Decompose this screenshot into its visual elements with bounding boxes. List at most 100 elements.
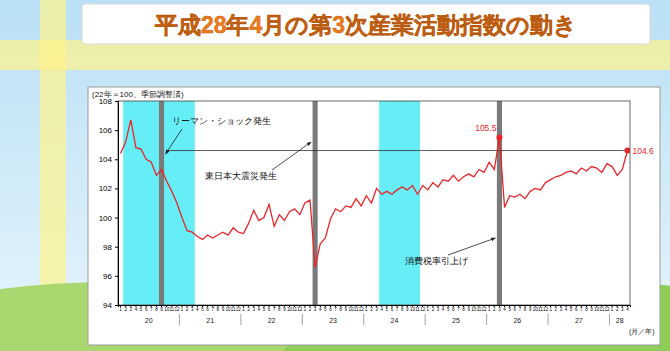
x-tick-label: 3 bbox=[130, 307, 133, 312]
x-tick: 3 bbox=[560, 305, 563, 312]
x-tick: 2 bbox=[124, 305, 127, 312]
x-group-separator bbox=[609, 314, 610, 325]
x-tick: 4 bbox=[135, 305, 138, 312]
x-tick-label: 9 bbox=[406, 307, 409, 312]
x-group-separator bbox=[425, 314, 426, 325]
data-label: 105.5 bbox=[475, 123, 497, 133]
x-tick-label: 9 bbox=[467, 307, 470, 312]
x-tick: 3 bbox=[252, 305, 255, 312]
x-tick: 5 bbox=[263, 305, 266, 312]
x-tick-label: 2 bbox=[309, 307, 312, 312]
x-tick: 2 bbox=[186, 305, 189, 312]
y-tick-mark bbox=[115, 130, 118, 131]
y-tick-mark bbox=[115, 305, 118, 306]
x-tick: 5 bbox=[324, 305, 327, 312]
event-bar bbox=[313, 101, 318, 305]
x-tick-label: 3 bbox=[560, 307, 563, 312]
x-tick: 5 bbox=[140, 305, 143, 312]
x-tick-label: 1 bbox=[427, 307, 430, 312]
y-tick-mark bbox=[115, 276, 118, 277]
x-tick-label: 12 bbox=[297, 307, 303, 312]
x-tick-label: 8 bbox=[524, 307, 527, 312]
x-tick: 8 bbox=[278, 305, 281, 312]
x-tick-label: 4 bbox=[565, 307, 568, 312]
x-tick: 1 bbox=[549, 305, 552, 312]
x-tick-label: 1 bbox=[119, 307, 122, 312]
y-tick-label: 102 bbox=[99, 184, 113, 193]
x-tick-label: 2 bbox=[370, 307, 373, 312]
x-tick-label: 2 bbox=[493, 307, 496, 312]
x-tick: 5 bbox=[508, 305, 511, 312]
x-tick: 9 bbox=[406, 305, 409, 312]
y-tick: 96 bbox=[103, 272, 118, 281]
x-tick: 3 bbox=[130, 305, 133, 312]
x-tick-label: 5 bbox=[140, 307, 143, 312]
x-tick: 6 bbox=[452, 305, 455, 312]
y-tick-mark bbox=[115, 159, 118, 160]
x-tick: 1 bbox=[242, 305, 245, 312]
y-tick-label: 104 bbox=[99, 155, 113, 164]
x-tick-label: 1 bbox=[304, 307, 307, 312]
x-tick-label: 5 bbox=[508, 307, 511, 312]
x-tick: 3 bbox=[191, 305, 194, 312]
x-group-label: 23 bbox=[329, 317, 337, 324]
x-tick: 7 bbox=[150, 305, 153, 312]
y-tick: 104 bbox=[99, 155, 118, 164]
x-tick: 3 bbox=[375, 305, 378, 312]
x-tick-label: 8 bbox=[339, 307, 342, 312]
x-group-label: 25 bbox=[452, 317, 460, 324]
x-tick-label: 8 bbox=[278, 307, 281, 312]
x-tick: 5 bbox=[201, 305, 204, 312]
x-tick-label: 9 bbox=[283, 307, 286, 312]
x-tick-label: 4 bbox=[258, 307, 261, 312]
x-tick: 3 bbox=[498, 305, 501, 312]
event-bar bbox=[159, 101, 164, 305]
x-tick-label: 1 bbox=[611, 307, 614, 312]
x-tick-label: 3 bbox=[437, 307, 440, 312]
x-tick-label: 12 bbox=[420, 307, 426, 312]
y-tick-label: 106 bbox=[99, 126, 113, 135]
x-tick: 4 bbox=[503, 305, 506, 312]
plot-marks bbox=[121, 101, 630, 305]
x-tick: 8 bbox=[339, 305, 342, 312]
x-tick-label: 6 bbox=[145, 307, 148, 312]
x-tick-label: 7 bbox=[273, 307, 276, 312]
event-arrow bbox=[166, 129, 182, 154]
y-tick-mark bbox=[115, 218, 118, 219]
x-tick-label: 5 bbox=[324, 307, 327, 312]
x-tick: 7 bbox=[519, 305, 522, 312]
series-line bbox=[121, 120, 628, 267]
x-tick: 2 bbox=[432, 305, 435, 312]
x-tick: 9 bbox=[590, 305, 593, 312]
x-group-separator bbox=[363, 314, 364, 325]
y-tick-mark bbox=[115, 188, 118, 189]
x-tick-label: 7 bbox=[334, 307, 337, 312]
x-tick: 6 bbox=[145, 305, 148, 312]
x-tick-label: 3 bbox=[498, 307, 501, 312]
x-tick-label: 6 bbox=[452, 307, 455, 312]
x-tick-label: 7 bbox=[211, 307, 214, 312]
x-tick: 8 bbox=[585, 305, 588, 312]
y-tick-label: 100 bbox=[99, 214, 113, 223]
x-tick-label: 5 bbox=[447, 307, 450, 312]
y-tick: 100 bbox=[99, 214, 118, 223]
event-label: 消費税率引上げ bbox=[405, 256, 469, 266]
x-tick: 8 bbox=[217, 305, 220, 312]
x-tick-label: 2 bbox=[555, 307, 558, 312]
x-tick: 4 bbox=[442, 305, 445, 312]
event-arrow bbox=[272, 142, 311, 170]
event-label: 東日本大震災発生 bbox=[205, 171, 277, 181]
x-tick: 5 bbox=[386, 305, 389, 312]
x-tick-label: 9 bbox=[590, 307, 593, 312]
plot-frame bbox=[118, 101, 630, 305]
x-group-label: 21 bbox=[206, 317, 214, 324]
x-tick-label: 4 bbox=[319, 307, 322, 312]
x-tick: 1 bbox=[365, 305, 368, 312]
highlight-point bbox=[624, 148, 630, 154]
x-tick: 7 bbox=[580, 305, 583, 312]
x-tick: 4 bbox=[565, 305, 568, 312]
x-tick: 8 bbox=[155, 305, 158, 312]
x-tick: 2 bbox=[309, 305, 312, 312]
y-tick: 106 bbox=[99, 126, 118, 135]
x-tick: 1 bbox=[611, 305, 614, 312]
